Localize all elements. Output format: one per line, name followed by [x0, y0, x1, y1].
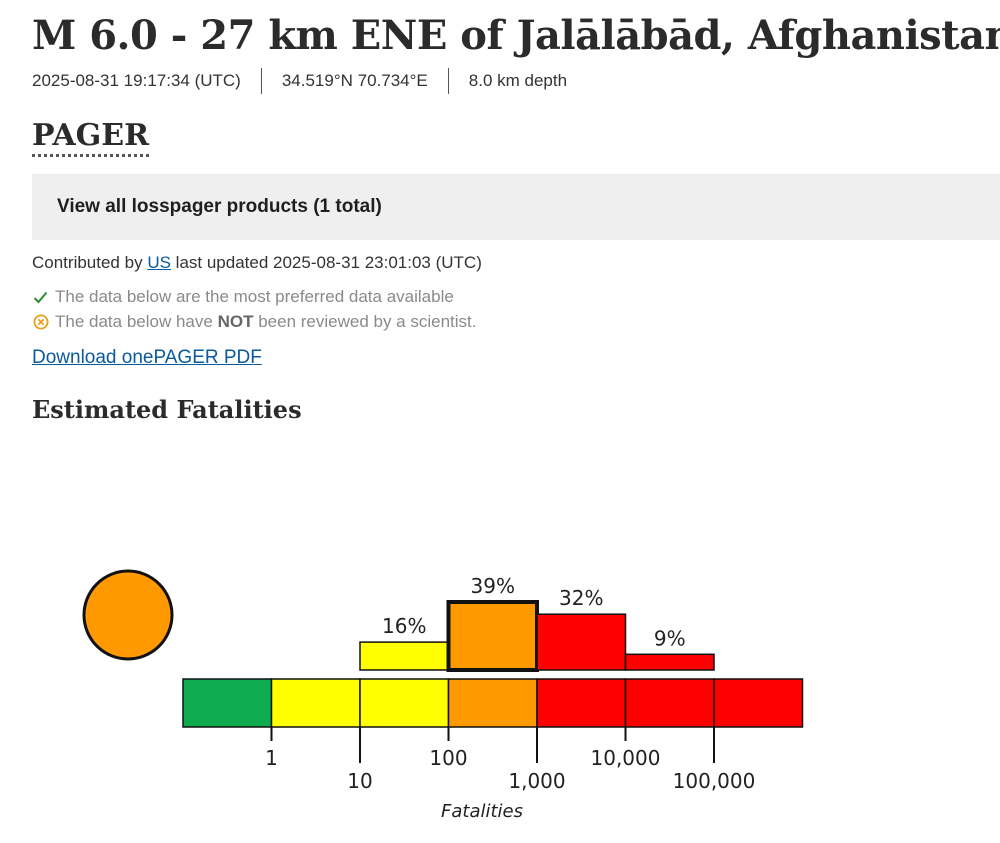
- x-axis-label: Fatalities: [441, 801, 523, 822]
- bar-value-label: 39%: [471, 574, 515, 598]
- status-not-reviewed: The data below have NOT been reviewed by…: [32, 312, 477, 332]
- view-all-products-label: View all losspager products (1 total): [57, 196, 382, 217]
- scale-segment: [359, 678, 450, 728]
- tick-label: 100: [429, 746, 467, 770]
- event-meta: 2025-08-31 19:17:34 (UTC) 34.519°N 70.73…: [32, 68, 567, 94]
- tick-label: 1: [265, 746, 278, 770]
- scale-segment: [182, 678, 273, 728]
- tick-label: 1,000: [508, 769, 565, 793]
- scale-segment: [713, 678, 804, 728]
- tick-label: 10: [347, 769, 372, 793]
- scale-segment: [270, 678, 361, 728]
- status-review-suffix: been reviewed by a scientist.: [258, 312, 477, 331]
- estimated-fatalities-title: Estimated Fatalities: [32, 395, 302, 424]
- scale-segment: [447, 678, 538, 728]
- contributed-prefix: Contributed by: [32, 253, 143, 272]
- divider: [260, 68, 262, 94]
- fatality-bar: [359, 641, 450, 671]
- status-review-prefix: The data below have: [55, 312, 213, 331]
- scale-segment: [536, 678, 627, 728]
- scale-segment: [624, 678, 715, 728]
- event-depth: 8.0 km depth: [468, 71, 568, 90]
- bar-value-label: 9%: [654, 626, 686, 650]
- fatality-bar: [624, 653, 715, 671]
- contributed-by: Contributed by US last updated 2025-08-3…: [32, 253, 482, 273]
- last-updated: last updated 2025-08-31 23:01:03 (UTC): [175, 253, 482, 272]
- bar-value-label: 32%: [559, 586, 603, 610]
- check-icon: [32, 291, 49, 304]
- event-location: 34.519°N 70.734°E: [281, 71, 428, 90]
- contributor-link[interactable]: US: [147, 253, 171, 272]
- status-preferred-text: The data below are the most preferred da…: [55, 287, 454, 306]
- page-title: M 6.0 - 27 km ENE of Jalālābād, Afghanis…: [32, 12, 1000, 59]
- tick-label: 100,000: [673, 769, 756, 793]
- fatality-bar: [446, 600, 539, 672]
- tick-label: 10,000: [591, 746, 661, 770]
- fatalities-chart: 1 10 100 1,000 10,000 100,000 Fatalities 16% 39%…: [82, 569, 804, 822]
- status-preferred: The data below are the most preferred da…: [32, 287, 454, 307]
- divider: [447, 68, 449, 94]
- alert-level-circle: [82, 569, 174, 661]
- view-all-products-button[interactable]: View all losspager products (1 total): [32, 174, 1000, 240]
- download-onepager-link[interactable]: Download onePAGER PDF: [32, 347, 262, 368]
- warning-circle-icon: [32, 314, 49, 330]
- fatality-bar: [536, 613, 627, 671]
- status-review-not: NOT: [217, 312, 254, 331]
- section-title-pager[interactable]: PAGER: [32, 118, 150, 157]
- event-time: 2025-08-31 19:17:34 (UTC): [32, 71, 241, 90]
- bar-value-label: 16%: [382, 614, 426, 638]
